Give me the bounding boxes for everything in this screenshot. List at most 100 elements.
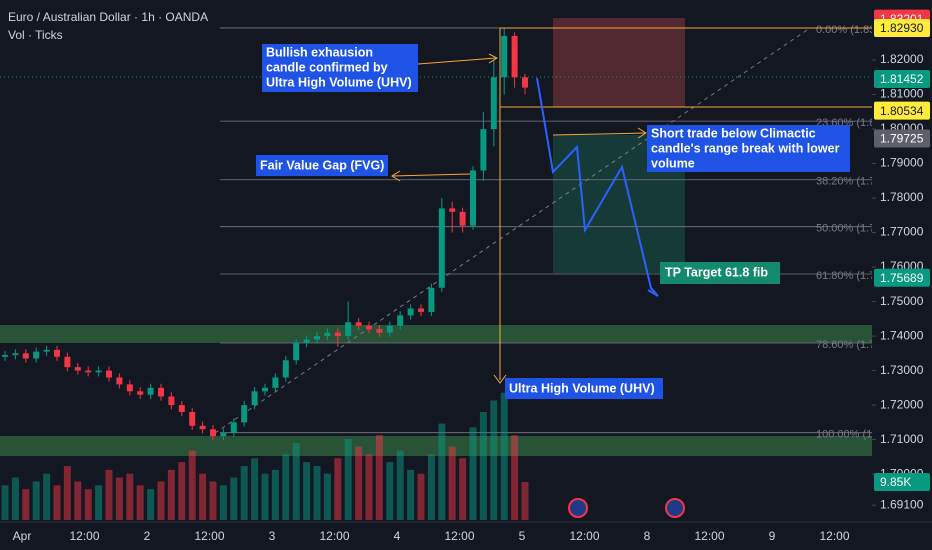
- candle-body: [522, 77, 528, 88]
- volume-bar: [230, 477, 238, 520]
- volume-bar: [479, 412, 487, 520]
- volume-bar: [344, 439, 352, 520]
- volume-bar: [282, 454, 290, 520]
- y-tick-label: 1.74000: [880, 328, 924, 342]
- candle-body: [241, 405, 248, 423]
- volume-bar: [74, 481, 82, 520]
- x-tick-label: 5: [519, 529, 526, 543]
- candle-body: [355, 322, 362, 326]
- volume-bar: [43, 473, 51, 520]
- arrow: [493, 374, 507, 384]
- x-tick-label: 12:00: [569, 529, 599, 543]
- candle-body: [511, 35, 518, 78]
- volume-bar: [63, 466, 71, 520]
- candle-body: [262, 387, 268, 392]
- annotation: TP Target 61.8 fib: [665, 265, 768, 279]
- candle-body: [168, 396, 175, 406]
- x-tick-label: 4: [394, 529, 401, 543]
- volume-bar: [53, 485, 61, 520]
- candle-body: [147, 387, 154, 395]
- event-icon[interactable]: [665, 498, 685, 518]
- arrow: [391, 170, 401, 182]
- candle-body: [282, 360, 289, 378]
- y-tick-label: 1.82000: [880, 52, 924, 66]
- annotation: Short trade below Climactic: [651, 126, 816, 140]
- price-tag-label: 1.75689: [880, 271, 924, 285]
- candle-body: [158, 387, 164, 397]
- volume-bar: [115, 477, 123, 520]
- volume-bar: [511, 435, 519, 520]
- candle-body: [501, 35, 508, 78]
- candle-body: [303, 339, 310, 343]
- arrow: [391, 173, 471, 177]
- volume-bar: [95, 485, 103, 520]
- x-tick-label: 12:00: [694, 529, 724, 543]
- volume-bar: [147, 489, 155, 520]
- candle-body: [418, 308, 424, 312]
- arrow: [552, 132, 646, 136]
- fib-label: 0.00% (1.83: [816, 24, 875, 36]
- volume-bar: [11, 477, 19, 520]
- volume-bar: [313, 466, 321, 520]
- candle-body: [189, 411, 196, 426]
- drawings: Bullish exhausion candle confirmed by Ul…: [256, 27, 872, 518]
- candle-body: [366, 325, 372, 330]
- volume-bar: [178, 462, 186, 520]
- candle-body: [386, 325, 393, 333]
- volume-bar: [355, 446, 363, 520]
- candle-body: [428, 287, 435, 312]
- fib-label: 78.60% (1.7: [816, 339, 875, 351]
- y-tick-label: 1.72000: [880, 397, 924, 411]
- arrow: [637, 127, 647, 139]
- candle-body: [449, 208, 456, 212]
- candle-body: [459, 211, 466, 226]
- volume-bar: [22, 489, 30, 520]
- annotation: Fair Value Gap (FVG): [260, 158, 384, 172]
- candle-body: [345, 322, 352, 337]
- y-tick-label: 1.69100: [880, 497, 924, 511]
- annotation: Ultra High Volume (UHV): [266, 75, 412, 89]
- volume-bar: [375, 435, 383, 520]
- annotation-box: [647, 125, 850, 172]
- annotation-box: [505, 378, 663, 399]
- volume-bar: [427, 454, 435, 520]
- price-tag: [874, 101, 930, 120]
- candle-body: [33, 351, 40, 359]
- price-tag: [874, 268, 930, 287]
- fib-label: 100.00% (1.: [816, 429, 875, 441]
- volume-bar: [251, 458, 259, 520]
- arrow: [417, 57, 497, 65]
- x-tick-label: 8: [644, 529, 651, 543]
- candle-body: [438, 208, 445, 288]
- candle-body: [126, 384, 133, 392]
- volume-bar: [448, 446, 456, 520]
- volume-bar: [240, 466, 248, 520]
- fib-label: 50.00% (1.7: [816, 223, 875, 235]
- candle-body: [116, 377, 123, 385]
- event-icon[interactable]: [568, 498, 588, 518]
- symbol-title: Euro / Australian Dollar · 1h · OANDA: [8, 10, 208, 24]
- volume-bar: [521, 482, 529, 520]
- candle-body: [334, 332, 341, 337]
- annotation-box: [660, 262, 780, 284]
- candle-body: [95, 370, 102, 373]
- volume-bar: [365, 454, 373, 520]
- x-tick-label: 12:00: [69, 529, 99, 543]
- volume-title: Vol · Ticks: [8, 28, 63, 42]
- candle-body: [85, 370, 92, 373]
- candle-body: [210, 429, 216, 437]
- price-tag: [874, 129, 930, 148]
- volume-bar: [1, 485, 9, 520]
- volume-bar: [105, 469, 113, 520]
- volume-bar: [469, 427, 477, 520]
- candle-body: [43, 349, 50, 352]
- volume-bar: [334, 458, 342, 520]
- candle-body: [480, 129, 487, 171]
- x-tick-label: Apr: [13, 529, 32, 543]
- annotation-box: [262, 44, 418, 92]
- candle-body: [74, 367, 81, 371]
- candle-body: [64, 356, 71, 368]
- projection-path: [536, 77, 659, 297]
- candle-body: [137, 391, 144, 395]
